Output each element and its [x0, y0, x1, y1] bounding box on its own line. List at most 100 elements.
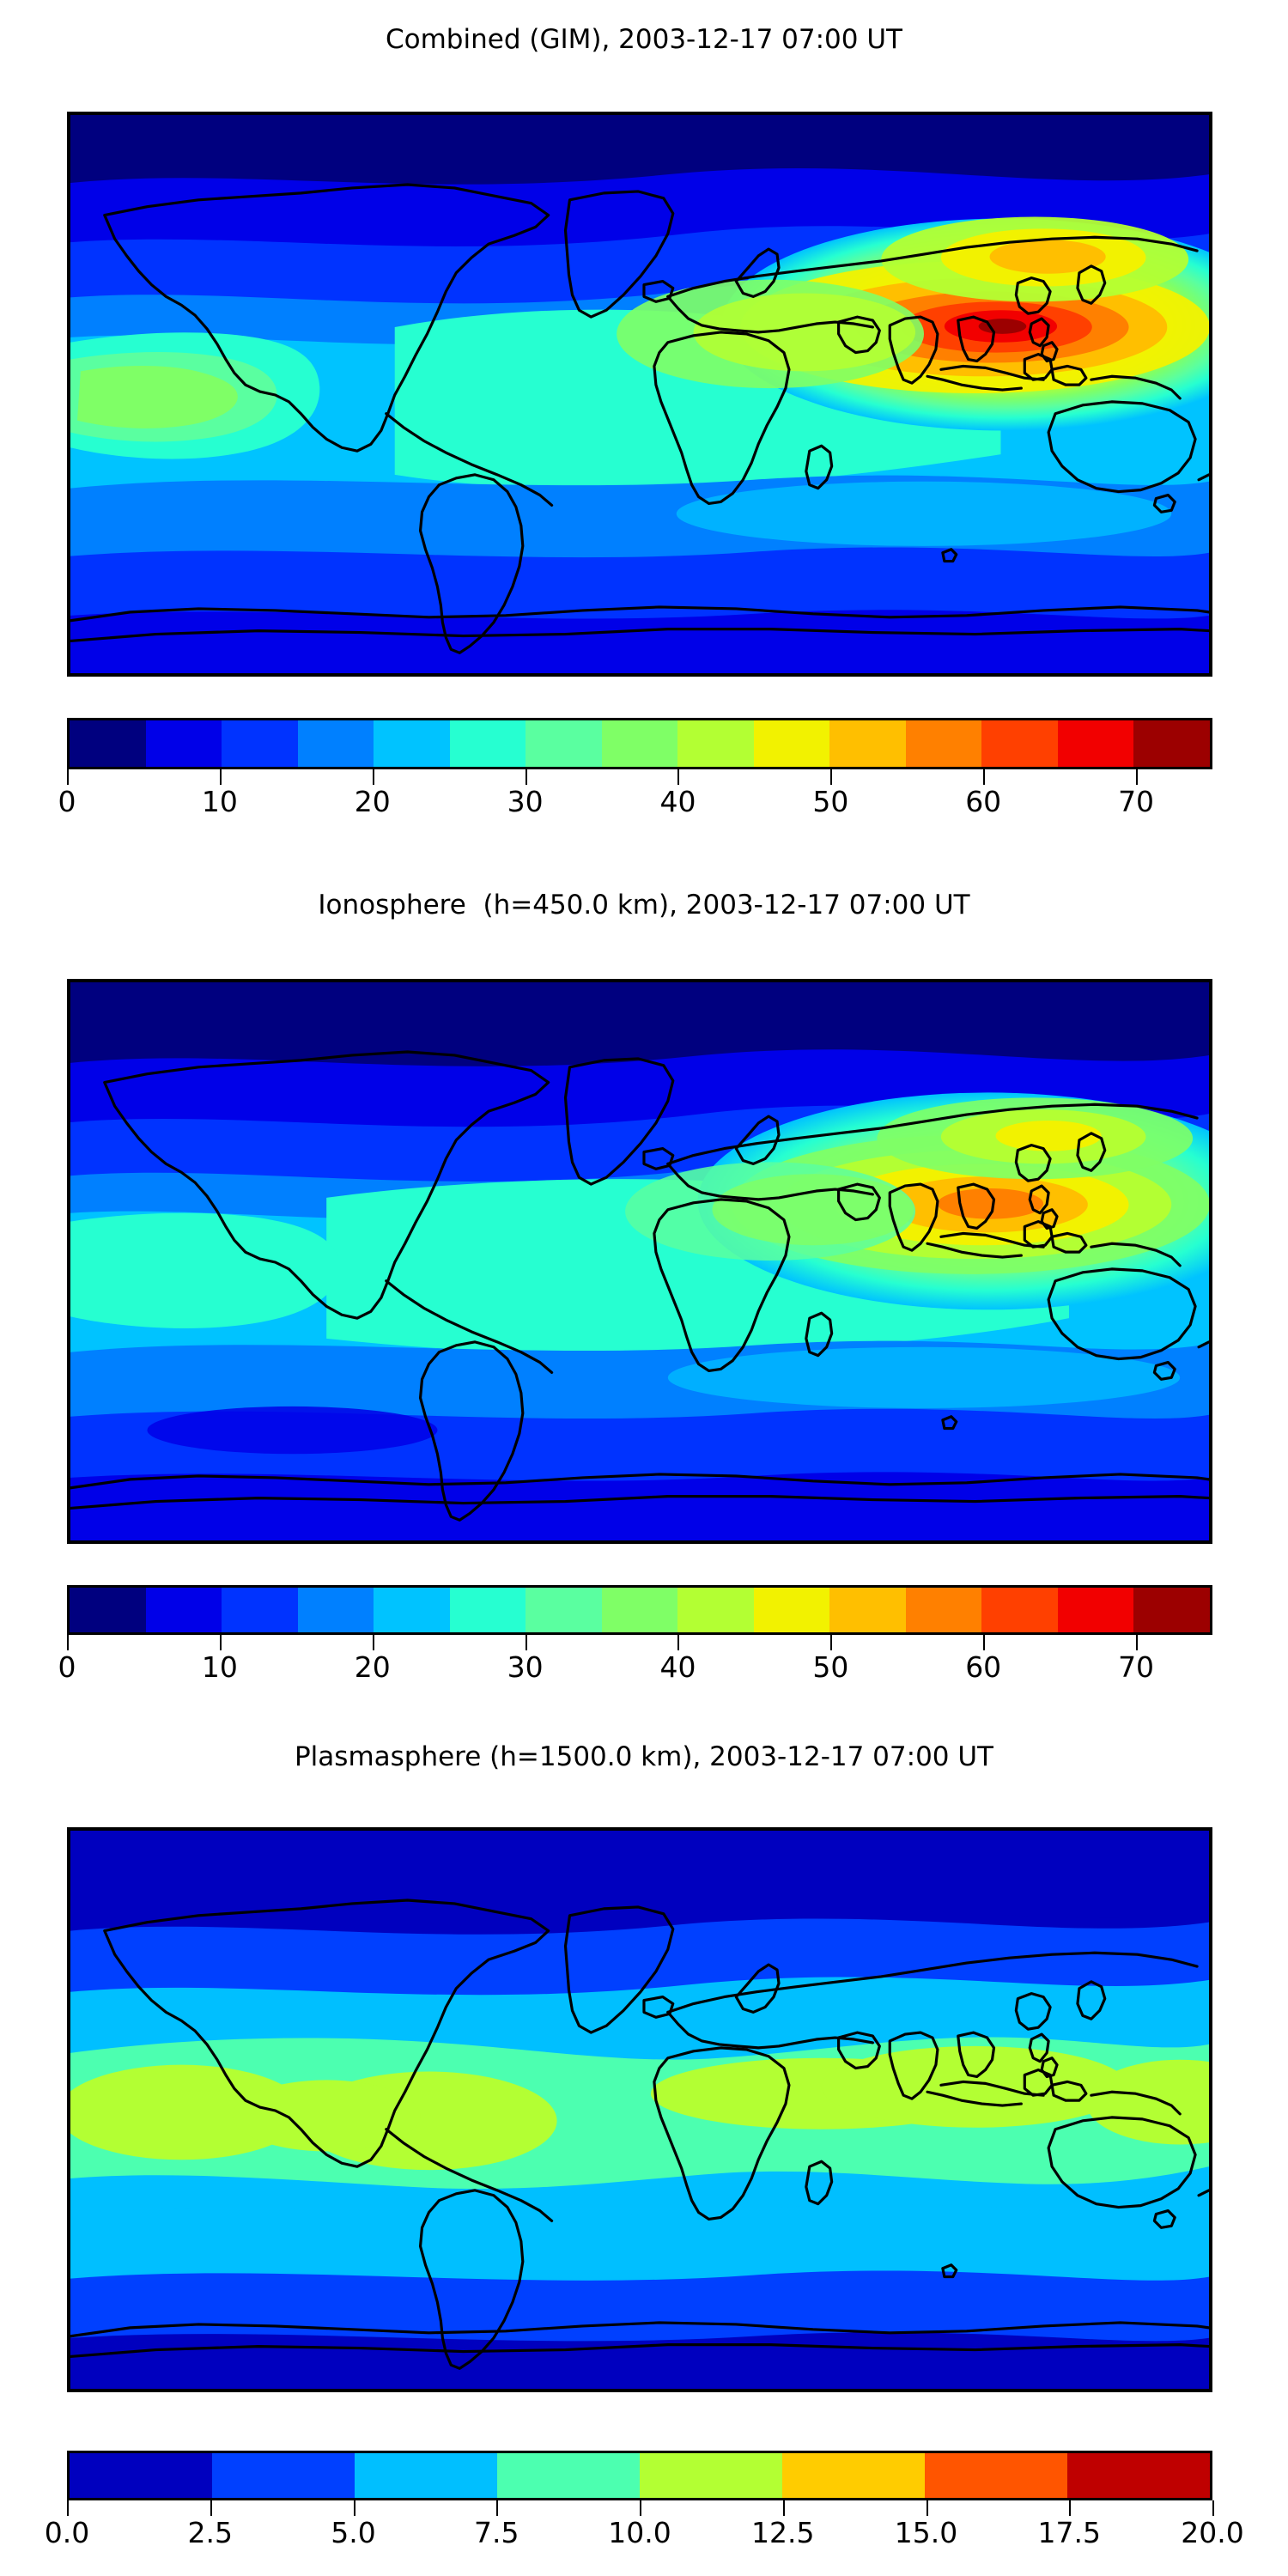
- colorbar-tick-label-6: 15.0: [894, 2516, 958, 2549]
- panel-title-combined: Combined (GIM), 2003-12-17 07:00 UT: [386, 24, 902, 55]
- colorbar-labels-combined: 0 10 20 30 40 50 60 70: [58, 785, 1212, 823]
- colorbar-band-7: [1067, 2453, 1210, 2498]
- map-plasmasphere-1500: [67, 1827, 1212, 2392]
- colorbar-tick-1: [219, 769, 222, 785]
- panel-plasmasphere-1500: Plasmasphere (h=1500.0 km), 2003-12-17 0…: [0, 1717, 1288, 2576]
- colorbar-tick-label-5: 12.5: [751, 2516, 815, 2549]
- colorbar-tick-label-7: 17.5: [1037, 2516, 1101, 2549]
- panel-ionosphere-450: Ionosphere (h=450.0 km), 2003-12-17 07:0…: [0, 859, 1288, 1717]
- colorbar-tick-3: [525, 1635, 527, 1650]
- colorbar-tick-2: [372, 1635, 374, 1650]
- colorbar-ticks-combined: [67, 769, 1212, 785]
- colorbar-tick-label-4: 10.0: [608, 2516, 671, 2549]
- colorbar-band-13: [1057, 1588, 1134, 1632]
- colorbar-band-4: [374, 720, 450, 767]
- colorbar-plasmasphere: 0.0 2.5 5.0 7.5 10.0 12.5 15.0 17.5 20.0: [45, 2451, 1244, 2562]
- colorbar-tick-label-3: 30: [507, 785, 544, 818]
- colorbar-band-12: [981, 1588, 1058, 1632]
- colorbar-band-6: [526, 1588, 602, 1632]
- colorbar-band-9: [753, 720, 830, 767]
- colorbar-band-1: [145, 1588, 222, 1632]
- colorbar-band-5: [449, 720, 526, 767]
- colorbar-tick-label-0: 0: [58, 785, 76, 818]
- map-ionosphere-450: [67, 979, 1212, 1544]
- colorbar-strip-plasmasphere: [67, 2451, 1212, 2500]
- colorbar-band-3: [297, 1588, 374, 1632]
- colorbar-tick-0: [67, 769, 69, 785]
- colorbar-tick-label-2: 5.0: [331, 2516, 376, 2549]
- colorbar-tick-label-1: 10: [201, 785, 238, 818]
- colorbar-tick-3: [525, 769, 527, 785]
- colorbar-band-7: [601, 1588, 678, 1632]
- colorbar-tick-2: [372, 769, 374, 785]
- colorbar-band-8: [677, 720, 754, 767]
- colorbar-band-1: [212, 2453, 355, 2498]
- colorbar-band-3: [297, 720, 374, 767]
- colorbar-tick-label-2: 20: [354, 1650, 391, 1684]
- colorbar-band-5: [782, 2453, 925, 2498]
- colorbar-band-4: [374, 1588, 450, 1632]
- colorbar-band-3: [497, 2453, 640, 2498]
- colorbar-tick-4: [640, 2500, 641, 2516]
- colorbar-tick-label-4: 40: [659, 785, 696, 818]
- colorbar-band-0: [70, 1588, 146, 1632]
- colorbar-tick-1: [219, 1635, 222, 1650]
- colorbar-band-7: [601, 720, 678, 767]
- colorbar-band-1: [145, 720, 222, 767]
- colorbar-tick-label-1: 2.5: [187, 2516, 233, 2549]
- colorbar-band-9: [753, 1588, 830, 1632]
- colorbar-tick-label-8: 20.0: [1181, 2516, 1244, 2549]
- map-combined-gim: [67, 112, 1212, 677]
- colorbar-band-2: [222, 720, 298, 767]
- colorbar-tick-7: [1136, 769, 1139, 785]
- colorbar-tick-5: [830, 1635, 833, 1650]
- colorbar-band-6: [526, 720, 602, 767]
- colorbar-tick-3: [496, 2500, 499, 2516]
- colorbar-tick-label-0: 0.0: [44, 2516, 90, 2549]
- panel-combined-gim: Combined (GIM), 2003-12-17 07:00 UT: [0, 0, 1288, 859]
- colorbar-tick-label-3: 30: [507, 1650, 544, 1684]
- colorbar-tick-7: [1069, 2500, 1072, 2516]
- colorbar-strip-combined: [67, 718, 1212, 769]
- colorbar-tick-1: [210, 2500, 212, 2516]
- colorbar-labels-ionosphere: 0 10 20 30 40 50 60 70: [58, 1650, 1212, 1688]
- map-svg-combined: [70, 115, 1209, 673]
- map-svg-ionosphere: [70, 982, 1209, 1540]
- colorbar-tick-0: [67, 1635, 69, 1650]
- colorbar-tick-2: [353, 2500, 355, 2516]
- colorbar-tick-label-7: 70: [1118, 1650, 1155, 1684]
- colorbar-band-14: [1133, 720, 1210, 767]
- colorbar-tick-5: [830, 769, 833, 785]
- colorbar-tick-4: [677, 769, 680, 785]
- colorbar-band-0: [70, 720, 146, 767]
- colorbar-labels-plasmasphere: 0.0 2.5 5.0 7.5 10.0 12.5 15.0 17.5 20.0: [45, 2516, 1244, 2554]
- colorbar-tick-label-1: 10: [201, 1650, 238, 1684]
- colorbar-band-5: [449, 1588, 526, 1632]
- colorbar-tick-label-6: 60: [965, 1650, 1002, 1684]
- colorbar-ticks-plasmasphere: [67, 2500, 1214, 2516]
- colorbar-band-2: [222, 1588, 298, 1632]
- colorbar-tick-label-5: 50: [812, 785, 849, 818]
- colorbar-ticks-ionosphere: [67, 1635, 1212, 1650]
- colorbar-tick-4: [677, 1635, 680, 1650]
- colorbar-band-13: [1057, 720, 1134, 767]
- map-svg-plasmasphere: [70, 1831, 1209, 2389]
- colorbar-tick-8: [1212, 2500, 1214, 2516]
- colorbar-tick-label-6: 60: [965, 785, 1002, 818]
- colorbar-band-0: [70, 2453, 212, 2498]
- colorbar-tick-5: [782, 2500, 785, 2516]
- colorbar-tick-0: [67, 2500, 69, 2516]
- panel-title-plasmasphere: Plasmasphere (h=1500.0 km), 2003-12-17 0…: [294, 1741, 993, 1772]
- panel-title-ionosphere: Ionosphere (h=450.0 km), 2003-12-17 07:0…: [318, 890, 970, 920]
- colorbar-combined: 0 10 20 30 40 50 60 70: [58, 718, 1212, 829]
- colorbar-tick-label-2: 20: [354, 785, 391, 818]
- colorbar-band-10: [829, 720, 906, 767]
- colorbar-band-2: [355, 2453, 497, 2498]
- colorbar-band-6: [925, 2453, 1067, 2498]
- colorbar-tick-label-4: 40: [659, 1650, 696, 1684]
- colorbar-tick-label-7: 70: [1118, 785, 1155, 818]
- colorbar-band-10: [829, 1588, 906, 1632]
- colorbar-band-12: [981, 720, 1058, 767]
- colorbar-tick-label-0: 0: [58, 1650, 76, 1684]
